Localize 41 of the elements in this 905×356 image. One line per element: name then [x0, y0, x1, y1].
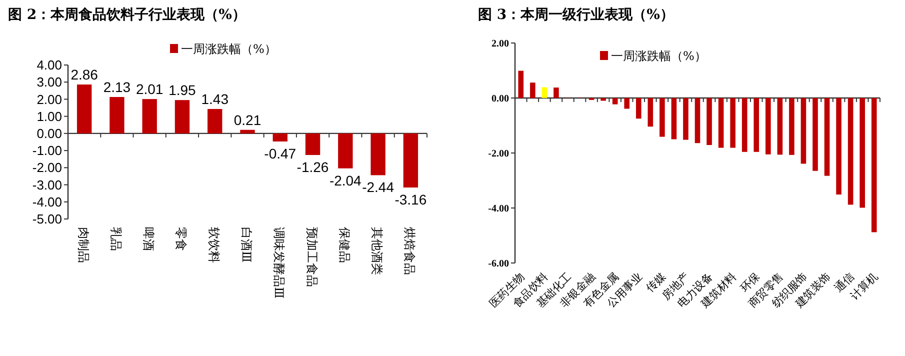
chart-title: 图 2：本周食品饮料子行业表现（%） — [8, 7, 246, 23]
y-tick-label: -2.00 — [488, 148, 509, 160]
x-tick-label: 其他酒类 — [370, 227, 384, 275]
data-label: -0.47 — [264, 145, 296, 162]
data-label: 1.43 — [201, 90, 229, 107]
y-tick-label: 0.00 — [36, 126, 62, 141]
legend-label: 一周涨跌幅（%） — [181, 42, 276, 56]
x-tick-label: 软饮料 — [206, 227, 221, 263]
y-tick-label: 0.00 — [492, 94, 509, 104]
x-tick-label: 预加工食品 — [304, 227, 319, 287]
x-tick-label: 肉制品 — [76, 227, 90, 263]
y-tick-label: 3.00 — [36, 74, 62, 90]
y-tick-label: -4.00 — [32, 194, 62, 210]
y-tick-label: 4.00 — [36, 58, 62, 73]
data-label: 2.13 — [103, 79, 131, 95]
data-label: -2.04 — [329, 172, 362, 188]
y-tick-label: -3.00 — [32, 177, 62, 192]
y-tick-label: -1.00 — [32, 143, 62, 158]
data-label: -3.16 — [394, 192, 427, 208]
y-tick-label: -4.00 — [488, 204, 509, 214]
y-tick-label: -6.00 — [488, 258, 509, 270]
x-tick-label: 乳品 — [108, 227, 123, 251]
x-tick-label: 保健品 — [337, 227, 352, 263]
x-tick-label: 白酒Ⅲ — [240, 227, 254, 263]
data-label: 2.86 — [70, 66, 98, 83]
x-tick-label: 烘焙食品 — [402, 227, 417, 275]
x-tick-label: 调味发酵品Ⅲ — [272, 227, 286, 299]
x-tick-label: 零食 — [174, 227, 188, 251]
y-tick-label: 2.00 — [36, 92, 62, 107]
data-label: -2.44 — [362, 179, 394, 196]
chart-title: 图 3：本周一级行业表现（%） — [478, 7, 674, 23]
legend-label: 一周涨跌幅（%） — [611, 49, 706, 63]
data-label: 0.21 — [234, 112, 262, 128]
y-tick-label: 2.00 — [492, 38, 509, 50]
y-tick-label: -2.00 — [32, 160, 62, 176]
y-tick-label: -5.00 — [32, 212, 62, 227]
data-label: -1.26 — [296, 159, 329, 176]
y-tick-label: 1.00 — [36, 108, 62, 124]
x-tick-label: 啤酒 — [142, 227, 156, 251]
data-label: 2.01 — [136, 81, 164, 98]
data-label: 1.95 — [168, 82, 196, 98]
